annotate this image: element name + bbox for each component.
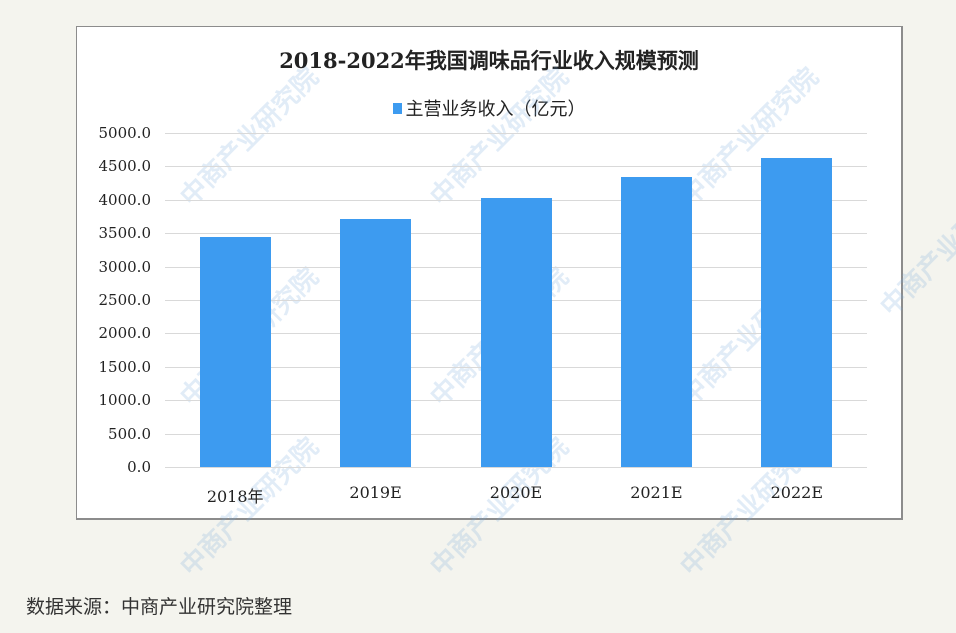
watermark-text: 中商产业研究院: [874, 172, 956, 323]
source-note: 数据来源：中商产业研究院整理: [26, 596, 293, 618]
bar-2021E: [620, 177, 692, 467]
watermark-text: 中商产业研究院: [424, 62, 575, 213]
legend-swatch: [392, 103, 402, 114]
bar-2020E: [480, 198, 552, 467]
bar-2019E: [340, 218, 412, 467]
x-tick-label: 2022E: [770, 483, 823, 502]
legend-label: 主营业务收入（亿元）: [405, 99, 586, 120]
y-tick-label: 500.0: [108, 424, 151, 443]
y-tick-label: 3000.0: [98, 257, 152, 276]
y-tick-label: 1500.0: [98, 357, 152, 376]
bar-2018年: [199, 236, 271, 467]
y-tick-label: 4500.0: [98, 157, 152, 176]
x-tick-label: 2019E: [349, 483, 402, 502]
x-tick-label: 2021E: [630, 483, 683, 502]
plot-area: 中商产业研究院 中商产业研究院 中商产业研究院 中商产业研究院 中商产业研究院 中商产业研…: [77, 27, 956, 582]
gridline: [165, 166, 867, 167]
y-tick-label: 2000.0: [98, 324, 152, 343]
chart-title: 2018-2022年我国调味品行业收入规模预测: [279, 48, 699, 73]
y-tick-label: 2500.0: [98, 291, 152, 309]
y-tick-label: 0.0: [127, 458, 151, 476]
y-tick-label: 5000.0: [98, 124, 152, 142]
chart-legend: 主营业务收入（亿元）: [77, 95, 901, 121]
chart-frame: 2018-2022年我国调味品行业收入规模预测 主营业务收入（亿元） 中商产业研…: [76, 26, 956, 582]
x-tick-label: 2020E: [489, 483, 543, 502]
y-tick-label: 4000.0: [98, 190, 152, 209]
watermark-text: 中商产业研究院: [174, 62, 325, 213]
x-tick-label: 2018年: [206, 487, 264, 506]
bar-2022E: [761, 157, 833, 467]
y-tick-label: 3500.0: [98, 224, 152, 243]
y-tick-label: 1000.0: [98, 391, 152, 410]
gridline: [165, 133, 867, 134]
gridline: [165, 467, 867, 468]
